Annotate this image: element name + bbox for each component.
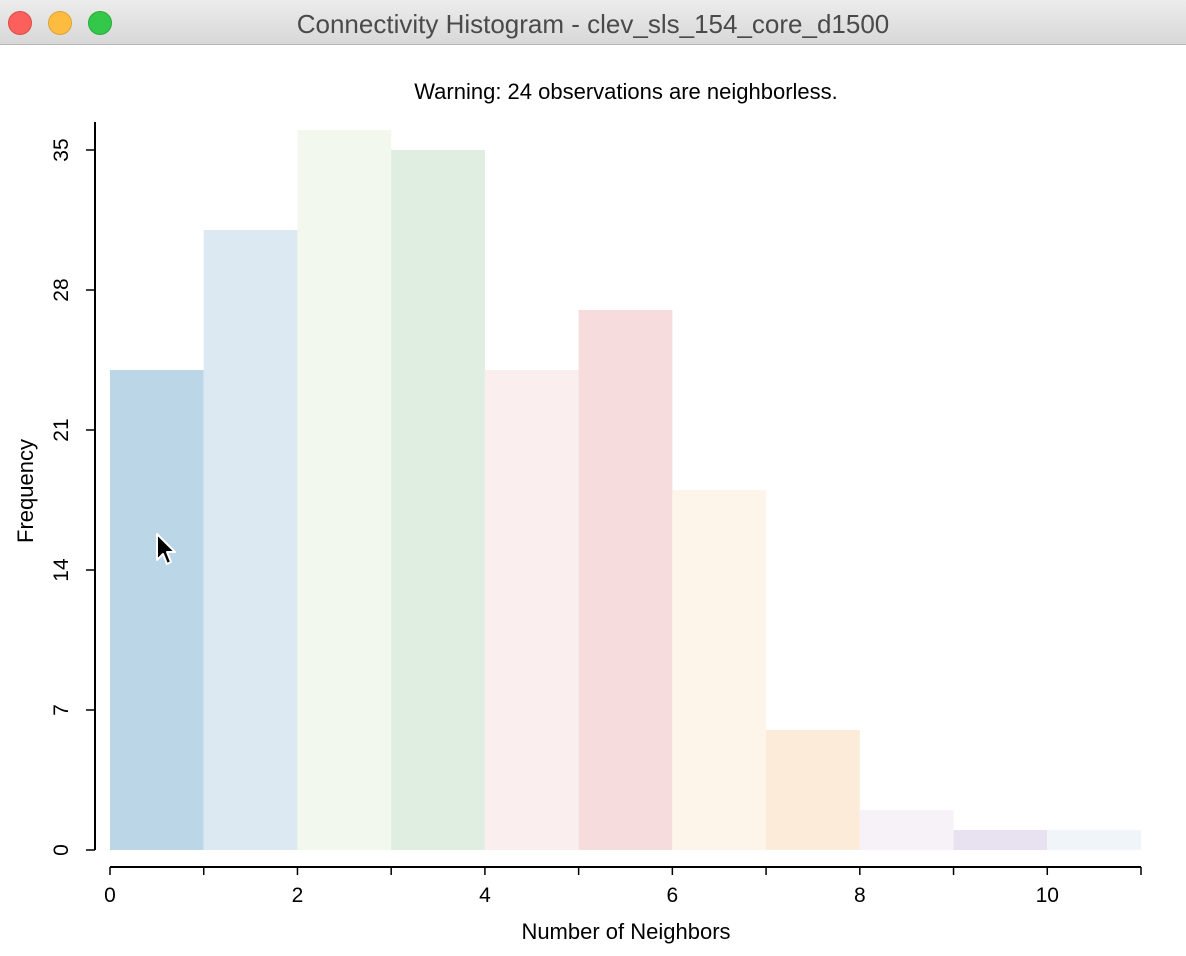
x-tick-label-4: 4 [479, 884, 491, 907]
histogram-bar-7-8[interactable] [766, 730, 860, 850]
y-tick-label-7: 7 [50, 704, 73, 716]
histogram-bar-2-3[interactable] [297, 130, 392, 850]
labels-layer: Warning: 24 observations are neighborles… [13, 79, 1059, 944]
histogram-bar-10-11[interactable] [1047, 830, 1141, 850]
histogram-bar-5-6[interactable] [578, 310, 673, 850]
x-tick-label-6: 6 [667, 884, 679, 907]
connectivity-histogram-chart[interactable]: Warning: 24 observations are neighborles… [0, 45, 1186, 956]
y-axis-label: Frequency [13, 439, 38, 543]
y-tick-label-21: 21 [50, 418, 73, 441]
x-tick-label-0: 0 [104, 884, 116, 907]
x-tick-label-8: 8 [854, 884, 866, 907]
x-axis-label: Number of Neighbors [521, 919, 730, 944]
histogram-bar-6-7[interactable] [672, 490, 767, 850]
window-title: Connectivity Histogram - clev_sls_154_co… [296, 9, 890, 39]
chart-title: Warning: 24 observations are neighborles… [414, 79, 838, 104]
y-tick-label-0: 0 [50, 844, 73, 856]
x-tick-label-10: 10 [1036, 884, 1059, 907]
x-tick-label-2: 2 [292, 884, 304, 907]
y-tick-label-28: 28 [50, 278, 73, 301]
axes-layer [86, 122, 1142, 875]
histogram-bar-3-4[interactable] [391, 150, 485, 850]
histogram-bar-4-5[interactable] [484, 370, 579, 850]
histogram-bar-9-10[interactable] [953, 830, 1048, 850]
y-tick-label-14: 14 [50, 558, 73, 582]
histogram-bar-0-1[interactable] [110, 370, 204, 850]
histogram-bar-1-2[interactable] [203, 230, 298, 850]
y-tick-label-35: 35 [50, 138, 73, 161]
minimize-window-button[interactable] [48, 11, 72, 35]
mouse-pointer-icon [156, 533, 176, 565]
bars-layer [110, 130, 1141, 850]
zoom-window-button[interactable] [88, 11, 112, 35]
close-window-button[interactable] [8, 11, 32, 35]
title-bar[interactable]: Connectivity Histogram - clev_sls_154_co… [0, 0, 1186, 45]
chart-area: Warning: 24 observations are neighborles… [0, 45, 1186, 956]
histogram-bar-8-9[interactable] [859, 810, 954, 850]
